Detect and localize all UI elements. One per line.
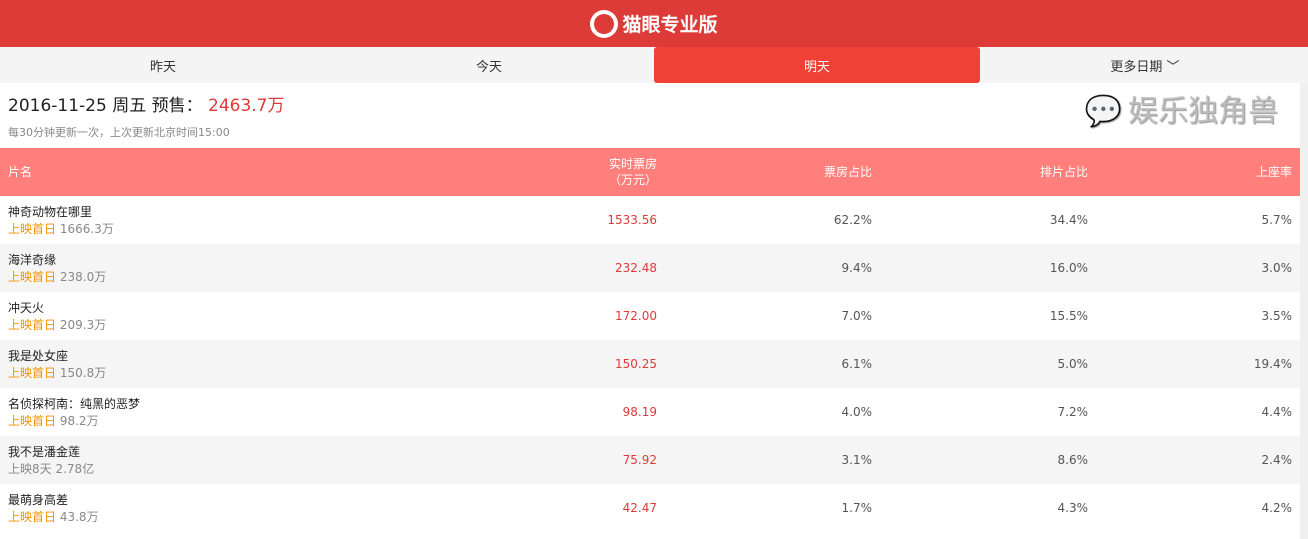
table-row[interactable]: 神奇动物在哪里 上映首日 1666.3万 1533.56 62.2% 34.4% … — [0, 196, 1300, 244]
column-header[interactable]: 片名 — [0, 148, 465, 196]
table-row[interactable]: 我是处女座上映首日 150.8万 150.25 6.1% 5.0% 19.4% — [0, 340, 1300, 388]
box-office-share: 4.0% — [841, 405, 873, 419]
movie-name: 海洋奇缘 — [8, 253, 57, 267]
movie-cell: 我不是潘金莲 上映8天 2.78亿 — [0, 436, 465, 484]
total-box-office: 150.8万 — [59, 366, 107, 380]
update-note: 每30分钟更新一次，上次更新北京时间15:00 — [8, 126, 230, 139]
box-office-share: 62.2% — [833, 213, 872, 227]
watermark-text: 娱乐独角兽 — [1128, 94, 1278, 129]
show-share: 7.2% — [1057, 405, 1089, 419]
maoyan-cat-logo-icon — [590, 9, 619, 38]
seat-rate: 5.7% — [1261, 213, 1293, 227]
wechat-icon: 💬 — [1084, 94, 1122, 129]
movie-name: 神奇动物在哪里 — [8, 205, 93, 219]
watermark: 💬 娱乐独角兽 — [1085, 92, 1278, 132]
movie-cell: 最萌身高差上映首日 43.8万 — [0, 484, 465, 532]
realtime-box-office: 42.47 — [622, 501, 657, 515]
seat-rate: 4.2% — [1261, 501, 1293, 515]
movie-cell: 神奇动物在哪里 上映首日 1666.3万 — [0, 196, 465, 244]
show-share: 16.0% — [880, 244, 1096, 292]
app-title: 猫眼专业版 — [622, 14, 718, 36]
table-row[interactable]: 冲天火上映首日 209.3万 172.00 7.0% 15.5% 3.5% — [0, 292, 1300, 340]
total-box-office: 43.8万 — [59, 510, 99, 524]
tab-more-dates[interactable]: 更多日期 ﹀ — [1110, 59, 1180, 75]
release-info: 上映首日 — [8, 270, 57, 284]
movie-name: 冲天火 — [8, 301, 45, 315]
movie-cell: 我是处女座上映首日 150.8万 — [0, 340, 465, 388]
seat-rate: 19.4% — [1096, 340, 1300, 388]
realtime-box-office: 172.00 — [615, 309, 657, 323]
movie-cell: 名侦探柯南：纯黑的恶梦 上映首日 98.2万 — [0, 388, 465, 436]
realtime-box-office: 232.48 — [465, 244, 665, 292]
release-info: 上映8天 — [8, 462, 52, 476]
box-office-table: 片名 实时票房 （万元） 票房占比 排片占比 上座率 神奇动物在哪里 上映首日 1666.… — [0, 148, 1300, 532]
realtime-box-office: 75.92 — [465, 436, 665, 484]
movie-name: 我不是潘金莲 — [8, 445, 81, 459]
box-office-share: 3.1% — [665, 436, 880, 484]
presale-value: 2463.7万 — [208, 96, 285, 116]
show-share: 4.3% — [1057, 501, 1089, 515]
realtime-box-office: 150.25 — [465, 340, 665, 388]
column-header[interactable]: 实时票房 （万元） — [465, 148, 665, 196]
release-info: 上映首日 — [8, 414, 57, 428]
total-box-office: 98.2万 — [59, 414, 99, 428]
show-share: 8.6% — [880, 436, 1096, 484]
scrollbar[interactable] — [1300, 83, 1308, 539]
seat-rate: 2.4% — [1096, 436, 1300, 484]
table-header-row: 片名 实时票房 （万元） 票房占比 排片占比 上座率 — [0, 148, 1300, 196]
date-tabs: 昨天 今天 明天 更多日期 ﹀ — [0, 47, 1308, 83]
summary: 2016-11-25 周五 预售： 2463.7万 每30分钟更新一次，上次更新… — [0, 83, 1308, 140]
app-header: 猫眼专业版 — [0, 0, 1308, 47]
release-info: 上映首日 — [8, 510, 57, 524]
presale-title: 2016-11-25 周五 预售： 2463.7万 — [8, 91, 1300, 116]
column-header[interactable]: 排片占比 — [880, 148, 1096, 196]
column-header[interactable]: 票房占比 — [665, 148, 880, 196]
movie-name: 名侦探柯南：纯黑的恶梦 — [8, 397, 141, 411]
realtime-box-office: 98.19 — [622, 405, 657, 419]
box-office-share: 7.0% — [841, 309, 873, 323]
seat-rate: 3.0% — [1096, 244, 1300, 292]
box-office-share: 6.1% — [665, 340, 880, 388]
movie-name: 我是处女座 — [8, 349, 69, 363]
total-box-office: 238.0万 — [59, 270, 107, 284]
show-share: 5.0% — [880, 340, 1096, 388]
box-office-share: 1.7% — [841, 501, 873, 515]
realtime-box-office: 1533.56 — [607, 213, 657, 227]
column-header[interactable]: 上座率 — [1096, 148, 1300, 196]
tab-yesterday[interactable]: 昨天 — [149, 59, 176, 75]
table-row[interactable]: 名侦探柯南：纯黑的恶梦 上映首日 98.2万 98.19 4.0% 7.2% 4.… — [0, 388, 1300, 436]
show-share: 34.4% — [1049, 213, 1088, 227]
presale-date: 2016-11-25 周五 预售： — [8, 96, 203, 116]
seat-rate: 3.5% — [1261, 309, 1293, 323]
seat-rate: 4.4% — [1261, 405, 1293, 419]
table-row[interactable]: 海洋奇缘上映首日 238.0万 232.48 9.4% 16.0% 3.0% — [0, 244, 1300, 292]
movie-name: 最萌身高差 — [8, 493, 69, 507]
tab-today[interactable]: 今天 — [475, 59, 502, 75]
total-box-office: 209.3万 — [59, 318, 107, 332]
release-info: 上映首日 — [8, 318, 57, 332]
movie-cell: 冲天火上映首日 209.3万 — [0, 292, 465, 340]
total-box-office: 2.78亿 — [55, 462, 95, 476]
total-box-office: 1666.3万 — [59, 222, 114, 236]
release-info: 上映首日 — [8, 366, 57, 380]
table-row[interactable]: 最萌身高差上映首日 43.8万 42.47 1.7% 4.3% 4.2% — [0, 484, 1300, 532]
table-row[interactable]: 我不是潘金莲 上映8天 2.78亿 75.92 3.1% 8.6% 2.4% — [0, 436, 1300, 484]
movie-cell: 海洋奇缘上映首日 238.0万 — [0, 244, 465, 292]
show-share: 15.5% — [1049, 309, 1088, 323]
release-info: 上映首日 — [8, 222, 57, 236]
tab-tomorrow[interactable]: 明天 — [654, 47, 980, 83]
box-office-share: 9.4% — [665, 244, 880, 292]
